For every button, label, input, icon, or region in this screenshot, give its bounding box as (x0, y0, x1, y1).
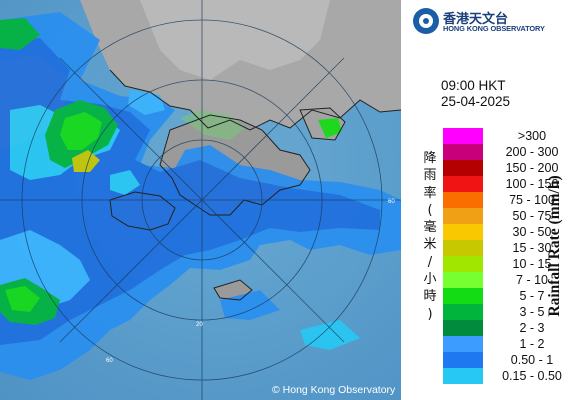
range-rings (0, 0, 401, 400)
legend-swatch (443, 320, 483, 336)
legend-panel: 香港天文台 HONG KONG OBSERVATORY 09:00 HKT 25… (401, 0, 577, 400)
legend-row: 2 - 3 (443, 320, 577, 336)
legend-row: 30 - 50 (443, 224, 577, 240)
legend-swatch (443, 272, 483, 288)
legend-title-en: Rainfall Rate (mm/h) (546, 175, 563, 317)
legend-row: 100 - 150 (443, 176, 577, 192)
legend-swatch (443, 160, 483, 176)
rain-echoes (0, 12, 401, 380)
legend-row: 7 - 10 (443, 272, 577, 288)
legend-label: 1 - 2 (519, 337, 545, 351)
legend-swatch (443, 368, 483, 384)
range-label: 60 (106, 358, 113, 364)
legend-label: 0.15 - 0.50 (502, 369, 562, 383)
legend-row: 50 - 75 (443, 208, 577, 224)
legend-swatch (443, 224, 483, 240)
legend-label: 30 - 50 (512, 225, 552, 239)
coastlines (109, 69, 401, 301)
hko-logo-icon (413, 8, 439, 34)
legend-label: 2 - 3 (519, 321, 545, 335)
legend-row: 0.50 - 1 (443, 352, 577, 368)
organisation-name-en: HONG KONG OBSERVATORY (443, 24, 545, 33)
legend-label: 7 - 10 (516, 273, 548, 287)
legend-swatch (443, 256, 483, 272)
observation-date: 25-04-2025 (441, 94, 511, 109)
radar-map-canvas: 20 60 60 (0, 0, 401, 400)
legend-swatch (443, 336, 483, 352)
legend-row: 1 - 2 (443, 336, 577, 352)
legend-row: 0.15 - 0.50 (443, 368, 577, 384)
legend-swatch (443, 128, 483, 144)
legend-label: 100 - 150 (505, 177, 559, 191)
legend-swatch (443, 144, 483, 160)
legend-label: 50 - 75 (512, 209, 552, 223)
legend-label: 5 - 7 (519, 289, 545, 303)
organisation-name-cn: 香港天文台 (443, 12, 509, 27)
legend-row: 150 - 200 (443, 160, 577, 176)
legend-label: 200 - 300 (505, 145, 559, 159)
legend-label: 15 - 30 (512, 241, 552, 255)
legend-swatch (443, 352, 483, 368)
legend-swatch (443, 176, 483, 192)
legend-swatch (443, 240, 483, 256)
legend-row: 5 - 7 (443, 288, 577, 304)
range-label: 20 (196, 322, 203, 328)
legend-label: 0.50 - 1 (510, 353, 554, 367)
rainfall-legend: >300 200 - 300 150 - 200 100 - 150 75 - 100 5… (443, 128, 577, 384)
legend-row: >300 (443, 128, 577, 144)
legend-row: 75 - 100 (443, 192, 577, 208)
observation-time: 09:00 HKT (441, 78, 506, 93)
legend-row: 15 - 30 (443, 240, 577, 256)
legend-label: 75 - 100 (509, 193, 555, 207)
legend-swatch (443, 208, 483, 224)
legend-row: 3 - 5 (443, 304, 577, 320)
legend-row: 200 - 300 (443, 144, 577, 160)
legend-swatch (443, 192, 483, 208)
hko-logo: 香港天文台 HONG KONG OBSERVATORY (413, 8, 573, 34)
legend-label: >300 (517, 129, 547, 143)
radar-map[interactable]: 20 60 60 © Hong Kong Observatory (0, 0, 401, 400)
legend-swatch (443, 304, 483, 320)
copyright-notice: © Hong Kong Observatory (272, 384, 396, 396)
legend-swatch (443, 288, 483, 304)
land-mainland-shade (140, 0, 330, 80)
legend-label: 3 - 5 (519, 305, 545, 319)
legend-label: 150 - 200 (505, 161, 559, 175)
legend-label: 10 - 15 (512, 257, 552, 271)
legend-title-cn: 降雨率(毫米 / 小時) (423, 151, 437, 322)
legend-row: 10 - 15 (443, 256, 577, 272)
range-label: 60 (388, 199, 395, 205)
